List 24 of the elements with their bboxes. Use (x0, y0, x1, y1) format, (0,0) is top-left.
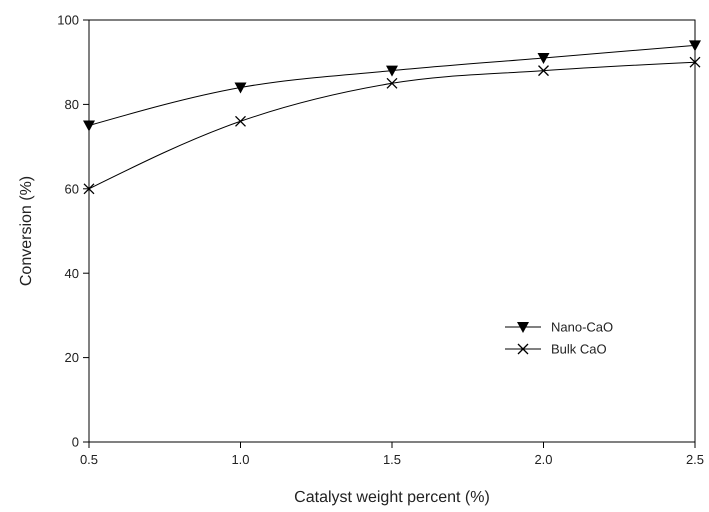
y-tick-label: 40 (64, 266, 79, 281)
y-tick-label: 80 (64, 96, 79, 112)
y-tick-label: 100 (57, 12, 79, 28)
point (234, 116, 246, 127)
x-tick-label: 1.5 (382, 452, 402, 467)
y-axis-title: Conversion (%) (18, 176, 35, 286)
x-tick-label: 1.0 (231, 452, 250, 467)
point (689, 56, 701, 68)
point (83, 120, 95, 132)
point (538, 64, 550, 76)
y-tick-label: 60 (64, 181, 79, 196)
point (386, 78, 398, 89)
x-axis-title: Catalyst weight percent (%) (294, 489, 490, 506)
y-tick-label: 0 (72, 434, 79, 450)
point (234, 82, 246, 94)
x-tick-label: 0.5 (80, 452, 98, 467)
legend-label: Nano-CaO (551, 320, 614, 335)
x-tick-label: 2.0 (534, 452, 553, 467)
point (689, 40, 701, 52)
x-tick-label: 2.5 (686, 452, 704, 467)
y-tick-label: 20 (64, 350, 79, 366)
point (538, 52, 550, 64)
point (386, 66, 398, 77)
legend-label: Bulk CaO (551, 342, 607, 357)
